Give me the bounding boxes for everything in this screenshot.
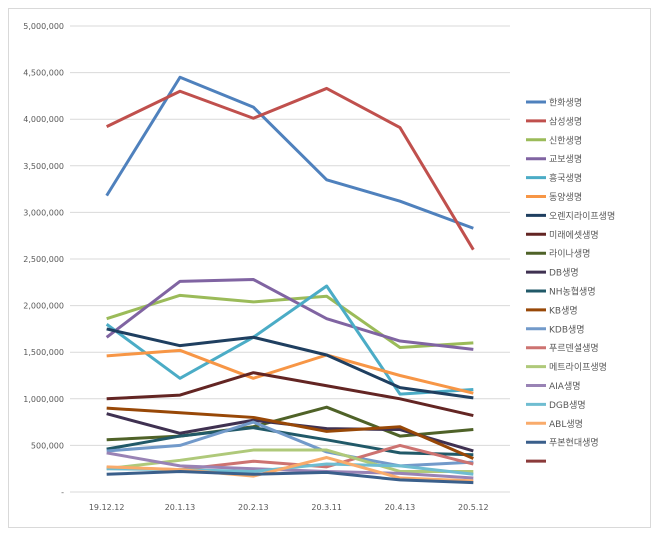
y-tick-label: 1,500,000: [23, 348, 64, 357]
legend-label: AIA생명: [549, 381, 581, 392]
legend-label: 신한생명: [549, 135, 582, 146]
series-line: [106, 420, 474, 468]
y-tick-label: 2,000,000: [23, 302, 64, 311]
legend-label: 라이나생명: [549, 249, 590, 260]
legend-label: 푸본현대생명: [549, 438, 599, 449]
y-tick-label: 5,000,000: [23, 22, 64, 31]
legend-label: DGB생명: [549, 400, 586, 411]
series-line: [106, 451, 474, 480]
y-tick-label: 3,500,000: [23, 162, 64, 171]
y-tick-label: -: [61, 488, 64, 497]
legend-label: KB생명: [549, 305, 578, 316]
series-line: [106, 327, 474, 400]
legend-label: 동양생명: [549, 192, 582, 203]
legend-label: NH농협생명: [549, 286, 596, 298]
x-tick-label: 20.4.13: [385, 503, 416, 512]
x-tick-label: 20.5.12: [458, 503, 489, 512]
series-line: [106, 371, 474, 418]
x-tick-label: 20.3.11: [311, 503, 342, 512]
legend-label: 교보생명: [549, 154, 582, 165]
y-tick-label: 4,500,000: [23, 69, 64, 78]
series-line: [106, 86, 475, 251]
legend-label: KDB생명: [549, 324, 585, 335]
y-tick-label: 1,000,000: [23, 395, 64, 404]
legend-label: 미래에셋생명: [549, 230, 599, 241]
series-line: [106, 426, 474, 457]
series-line: [106, 293, 474, 350]
legend-label: 푸르덴셜생명: [549, 343, 599, 354]
series-line: [106, 348, 474, 395]
x-tick-label: 20.2.13: [238, 503, 269, 512]
legend-label: 한화생명: [549, 98, 582, 109]
x-tick-label: 19.12.12: [89, 503, 125, 512]
series-line: [105, 278, 474, 351]
y-tick-label: 500,000: [31, 441, 64, 450]
series-line: [106, 405, 474, 442]
series-line: [105, 284, 474, 396]
series-line: [106, 469, 474, 485]
series-line: [106, 456, 474, 483]
legend-label: ABL생명: [549, 419, 583, 430]
legend-label: 삼성생명: [549, 116, 582, 127]
y-tick-label: 2,500,000: [23, 255, 64, 264]
series-line: [106, 406, 474, 460]
series-line: [106, 448, 474, 473]
legend-label: DB생명: [549, 268, 579, 279]
y-tick-label: 4,000,000: [23, 115, 64, 124]
legend-label: 흥국생명: [549, 172, 582, 184]
legend-label: 메트라이프생명: [549, 362, 607, 373]
y-tick-label: 3,000,000: [23, 208, 64, 217]
legend-label: 오렌지라이프생명: [549, 211, 615, 222]
x-tick-label: 20.1.13: [165, 503, 196, 512]
chart-frame: [8, 8, 651, 528]
